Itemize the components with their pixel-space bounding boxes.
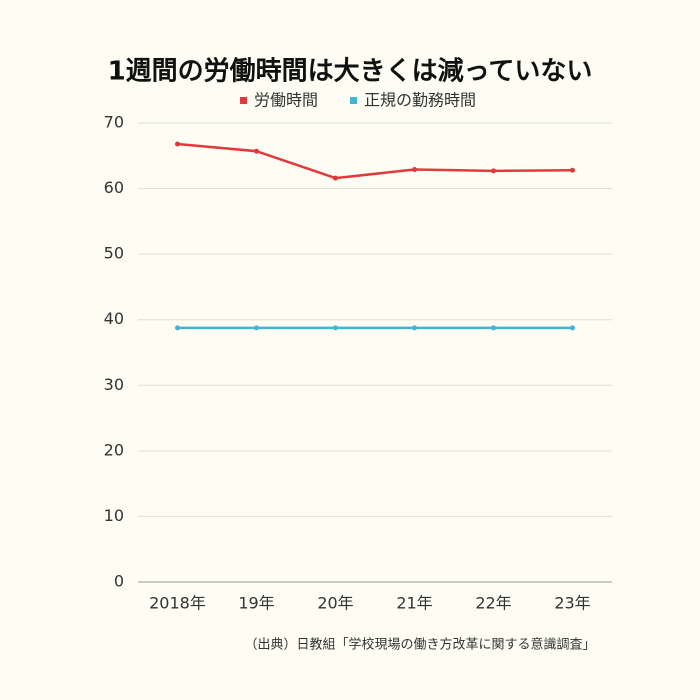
data-point [570, 325, 575, 331]
data-point [491, 168, 496, 174]
legend-swatch [350, 97, 358, 104]
y-tick-label: 40 [104, 309, 124, 328]
series-line [177, 142, 573, 180]
source-note: （出典）日教組「学校現場の働き方改革に関する意識調査」 [244, 637, 595, 653]
x-tick-label: 21年 [396, 594, 432, 613]
y-tick-label: 0 [114, 572, 124, 591]
legend-label: 正規の勤務時間 [364, 91, 476, 110]
x-tick-label: 20年 [317, 594, 353, 613]
x-tick-label: 19年 [238, 594, 274, 613]
chart-title: 1週間の労働時間は大きくは減っていない [108, 57, 593, 87]
data-point [412, 325, 417, 331]
legend-swatch [240, 97, 247, 104]
data-point [333, 325, 338, 331]
data-point [254, 325, 259, 331]
data-point [570, 167, 575, 173]
data-point [254, 148, 259, 154]
y-tick-label: 10 [104, 506, 124, 525]
x-tick-label: 2018年 [149, 594, 206, 613]
y-tick-label: 70 [104, 113, 124, 132]
data-point [491, 325, 496, 331]
x-tick-label: 22年 [475, 594, 511, 613]
data-point [175, 141, 180, 147]
legend-label: 労働時間 [254, 91, 318, 110]
y-tick-label: 50 [104, 244, 124, 263]
y-tick-label: 30 [104, 375, 124, 394]
data-point [412, 167, 417, 173]
x-tick-label: 23年 [554, 594, 590, 613]
y-tick-label: 20 [104, 440, 124, 459]
data-point [333, 175, 338, 181]
data-point [175, 325, 180, 331]
y-tick-label: 60 [104, 178, 124, 197]
